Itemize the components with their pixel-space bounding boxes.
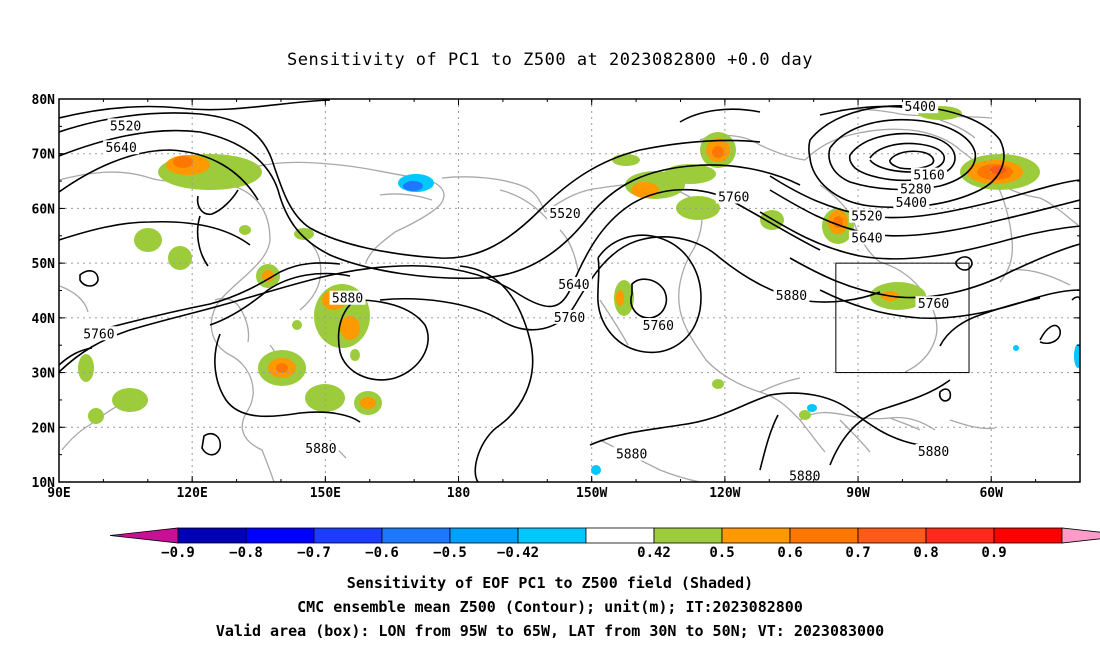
caption-line-1: Sensitivity of EOF PC1 to Z500 field (Sh…	[346, 574, 754, 592]
contour-label: 5880	[918, 445, 949, 460]
colorbar-label: −0.8	[229, 545, 263, 561]
x-tick-label: 180	[447, 486, 471, 501]
colorbar	[109, 527, 1100, 544]
colorbar-label: −0.7	[297, 545, 331, 561]
colorbar-label: −0.5	[433, 545, 467, 561]
contour-label-bg	[915, 296, 952, 311]
y-tick-label: 10N	[32, 476, 56, 491]
contour-label-bg	[640, 318, 677, 333]
colorbar-label: 0.7	[845, 545, 870, 561]
contour-label: 5400	[896, 196, 927, 211]
x-tick-label: 120W	[709, 486, 740, 501]
y-tick-label: 50N	[32, 257, 56, 272]
x-tick-label: 90E	[47, 486, 70, 501]
colorbar-segment	[925, 527, 995, 544]
colorbar-segment	[177, 527, 247, 544]
contour-label-bg	[715, 189, 752, 204]
contour-label: 5760	[718, 190, 749, 205]
axis-labels: 90E 120E 150E 180 150W 120W 90W 60W 80N 70N 60N 50N…	[32, 93, 1004, 501]
contour-label: 5520	[851, 210, 882, 225]
x-tick-label: 60W	[979, 486, 1003, 501]
colorbar-segment	[381, 527, 451, 544]
contour-label: 5520	[549, 207, 580, 222]
contour-label-bg	[80, 326, 117, 341]
contour-label: 5520	[110, 119, 141, 134]
colorbar-label: 0.5	[709, 545, 734, 561]
contour-label-bg	[915, 443, 952, 458]
contour-label-bg	[329, 290, 366, 305]
contour-label: 5880	[776, 289, 807, 304]
colorbar-segment	[245, 527, 315, 544]
contour-label-bg	[893, 194, 930, 209]
contour-label-bg	[547, 205, 584, 220]
z500-contours	[59, 99, 1080, 482]
contour-label-bg	[911, 167, 948, 182]
y-tick-label: 30N	[32, 367, 56, 382]
x-tick-label: 150W	[576, 486, 607, 501]
colorbar-segment	[993, 527, 1063, 544]
colorbar-segment	[857, 527, 927, 544]
contour-label-bg	[555, 277, 592, 292]
colorbar-labels: −0.9 −0.8 −0.7 −0.6 −0.5 −0.42 0.42 0.5 0.6 0.7 0.…	[161, 545, 1007, 561]
contour-label-bg	[848, 208, 885, 223]
contour-label: 5880	[305, 442, 336, 457]
contour-label: 5400	[905, 100, 936, 115]
colorbar-label: −0.9	[161, 545, 195, 561]
contour-label-bg	[302, 441, 339, 456]
valid-area-box	[835, 262, 970, 374]
contour-label-bg	[103, 140, 140, 155]
x-tick-label: 150E	[310, 486, 341, 501]
y-tick-label: 20N	[32, 421, 56, 436]
contour-label: 5880	[789, 470, 820, 485]
y-tick-label: 80N	[32, 93, 56, 108]
chart-title: Sensitivity of PC1 to Z500 at 2023082800…	[286, 50, 813, 70]
colorbar-label: 0.42	[637, 545, 671, 561]
contour-label: 5640	[851, 232, 882, 247]
contour-label-bg	[107, 118, 144, 133]
contour-label-bg	[897, 181, 934, 196]
colorbar-label: 0.8	[913, 545, 938, 561]
x-tick-label: 120E	[177, 486, 208, 501]
colorbar-segment	[789, 527, 859, 544]
axis-ticks	[58, 98, 1080, 483]
colorbar-segment	[721, 527, 791, 544]
contour-label: 5880	[332, 292, 363, 307]
contour-label-bg	[773, 287, 810, 302]
contour-label: 5160	[913, 169, 944, 184]
y-tick-label: 70N	[32, 148, 56, 163]
colorbar-label: −0.42	[497, 545, 539, 561]
contour-label: 5640	[105, 141, 136, 156]
contour-label: 5640	[558, 278, 589, 293]
contour-label-bg	[902, 99, 939, 114]
colorbar-triangle-high	[1061, 527, 1100, 544]
colorbar-triangle-low	[109, 527, 179, 544]
colorbar-segment	[653, 527, 723, 544]
contour-label: 5280	[900, 182, 931, 197]
y-tick-label: 40N	[32, 312, 56, 327]
contour-label: 5880	[616, 448, 647, 463]
contour-label: 5760	[554, 311, 585, 326]
colorbar-segment	[313, 527, 383, 544]
colorbar-segment	[585, 527, 655, 544]
caption-line-2: CMC ensemble mean Z500 (Contour); unit(m…	[297, 598, 803, 616]
contour-label: 5760	[643, 319, 674, 334]
contour-label-bg	[551, 309, 588, 324]
colorbar-segment	[449, 527, 519, 544]
caption-line-3: Valid area (box): LON from 95W to 65W, L…	[215, 622, 885, 640]
contour-label: 5760	[83, 327, 114, 342]
colorbar-label: 0.6	[777, 545, 802, 561]
x-tick-label: 90W	[846, 486, 870, 501]
y-tick-label: 60N	[32, 202, 56, 217]
contour-label-bg	[613, 446, 650, 461]
colorbar-label: −0.6	[365, 545, 399, 561]
contour-label-bg	[848, 230, 885, 245]
contour-labels: 5520 5640 5520 5640 5760 5760 5880 5880 5760 5760…	[80, 99, 952, 485]
colorbar-label: 0.9	[981, 545, 1006, 561]
colorbar-segment	[517, 527, 587, 544]
contour-label: 5760	[918, 297, 949, 312]
